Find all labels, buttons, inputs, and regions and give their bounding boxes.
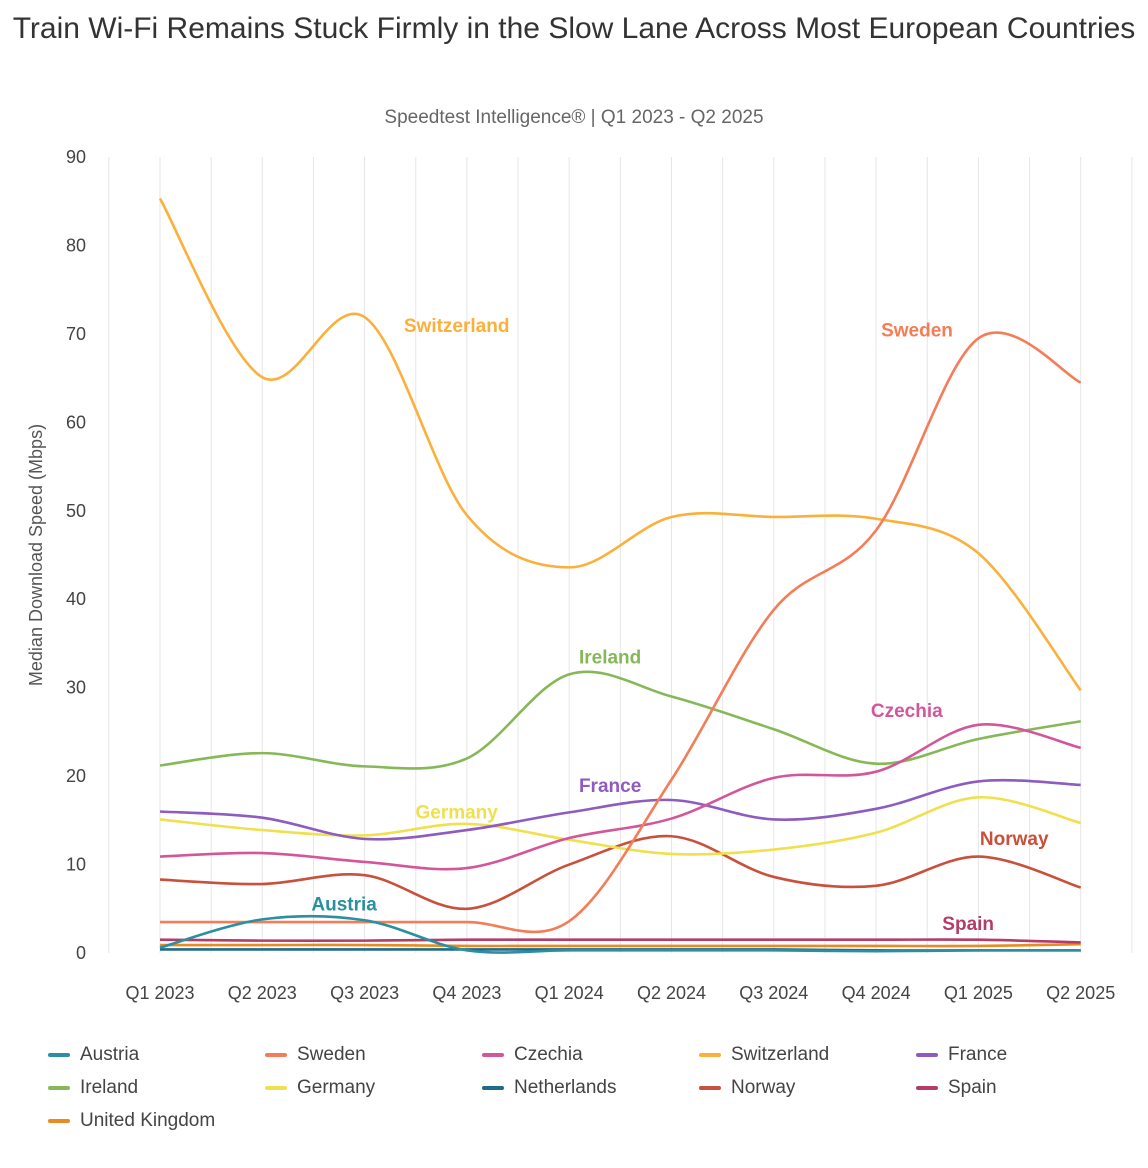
legend-item[interactable]: Norway bbox=[699, 1077, 916, 1099]
chart-title: Train Wi-Fi Remains Stuck Firmly in the … bbox=[12, 12, 1136, 45]
legend-item[interactable]: Austria bbox=[48, 1044, 265, 1066]
x-tick-label: Q1 2023 bbox=[125, 983, 194, 1003]
legend-label: Spain bbox=[948, 1077, 997, 1098]
series-line-sweden bbox=[160, 331, 1082, 934]
y-tick-label: 70 bbox=[66, 324, 86, 344]
legend-item[interactable]: Germany bbox=[265, 1077, 482, 1099]
series-line-norway bbox=[159, 834, 1082, 911]
legend-label: Czechia bbox=[514, 1044, 583, 1065]
legend: Austria Sweden Czechia Switzerland France Ire… bbox=[48, 1044, 1148, 1132]
series-line-spain bbox=[159, 938, 1081, 944]
legend-label: Austria bbox=[80, 1044, 140, 1065]
legend-swatch bbox=[482, 1086, 504, 1090]
legend-label: France bbox=[948, 1044, 1008, 1065]
y-axis-label: Median Download Speed (Mbps) bbox=[26, 424, 46, 686]
legend-label: Netherlands bbox=[514, 1077, 617, 1098]
legend-swatch bbox=[265, 1086, 287, 1090]
y-tick-label: 20 bbox=[66, 766, 86, 786]
series-line-czechia bbox=[159, 723, 1081, 871]
y-tick-label: 30 bbox=[66, 678, 86, 698]
annotation-ireland: Ireland bbox=[579, 648, 641, 669]
annotation-norway: Norway bbox=[980, 829, 1049, 850]
legend-label: United Kingdom bbox=[80, 1110, 216, 1131]
legend-label: Ireland bbox=[80, 1077, 139, 1098]
x-tick-label: Q2 2025 bbox=[1046, 983, 1115, 1003]
legend-swatch bbox=[916, 1086, 938, 1090]
series-line-switzerland bbox=[158, 197, 1082, 692]
y-tick-label: 50 bbox=[66, 501, 86, 521]
annotation-austria: Austria bbox=[311, 894, 377, 915]
annotation-germany: Germany bbox=[415, 802, 498, 823]
x-tick-label: Q3 2023 bbox=[330, 983, 399, 1003]
annotation-france: France bbox=[579, 776, 641, 797]
y-tick-label: 0 bbox=[76, 943, 86, 963]
y-tick-label: 10 bbox=[66, 855, 86, 875]
annotation-sweden: Sweden bbox=[881, 320, 953, 341]
chart-subtitle: Speedtest Intelligence® | Q1 2023 - Q2 2… bbox=[384, 107, 764, 128]
annotation-czechia: Czechia bbox=[871, 701, 943, 722]
series-line-ireland bbox=[159, 670, 1081, 770]
legend-item[interactable]: Ireland bbox=[48, 1077, 265, 1099]
series-line-united-kingdom bbox=[160, 942, 1081, 948]
legend-label: Switzerland bbox=[731, 1044, 830, 1065]
series-line-germany bbox=[159, 796, 1082, 856]
y-tick-label: 90 bbox=[66, 147, 86, 167]
legend-item[interactable]: Netherlands bbox=[482, 1077, 699, 1099]
x-tick-label: Q3 2024 bbox=[739, 983, 808, 1003]
legend-item[interactable]: United Kingdom bbox=[48, 1110, 265, 1132]
legend-swatch bbox=[699, 1053, 721, 1057]
legend-swatch bbox=[48, 1086, 70, 1090]
legend-swatch bbox=[48, 1119, 70, 1123]
x-tick-label: Q4 2024 bbox=[842, 983, 911, 1003]
series-line-france bbox=[159, 778, 1081, 841]
legend-item[interactable]: Czechia bbox=[482, 1044, 699, 1066]
series-line-austria bbox=[159, 914, 1081, 954]
legend-item[interactable]: Sweden bbox=[265, 1044, 482, 1066]
x-tick-label: Q2 2023 bbox=[228, 983, 297, 1003]
x-tick-label: Q1 2024 bbox=[535, 983, 604, 1003]
legend-swatch bbox=[916, 1053, 938, 1057]
legend-item[interactable]: Switzerland bbox=[699, 1044, 916, 1066]
legend-swatch bbox=[699, 1086, 721, 1090]
y-tick-label: 40 bbox=[66, 589, 86, 609]
x-tick-label: Q1 2025 bbox=[944, 983, 1013, 1003]
legend-item[interactable]: Spain bbox=[916, 1077, 1133, 1099]
y-tick-label: 60 bbox=[66, 412, 86, 432]
legend-swatch bbox=[482, 1053, 504, 1057]
x-tick-label: Q4 2023 bbox=[432, 983, 501, 1003]
legend-label: Germany bbox=[297, 1077, 376, 1098]
legend-item[interactable]: France bbox=[916, 1044, 1133, 1066]
legend-label: Sweden bbox=[297, 1044, 366, 1065]
annotation-spain: Spain bbox=[942, 914, 994, 935]
legend-label: Norway bbox=[731, 1077, 796, 1098]
x-tick-label: Q2 2024 bbox=[637, 983, 706, 1003]
legend-swatch bbox=[48, 1053, 70, 1057]
legend-swatch bbox=[265, 1053, 287, 1057]
y-tick-label: 80 bbox=[66, 235, 86, 255]
annotation-switzerland: Switzerland bbox=[404, 316, 510, 337]
